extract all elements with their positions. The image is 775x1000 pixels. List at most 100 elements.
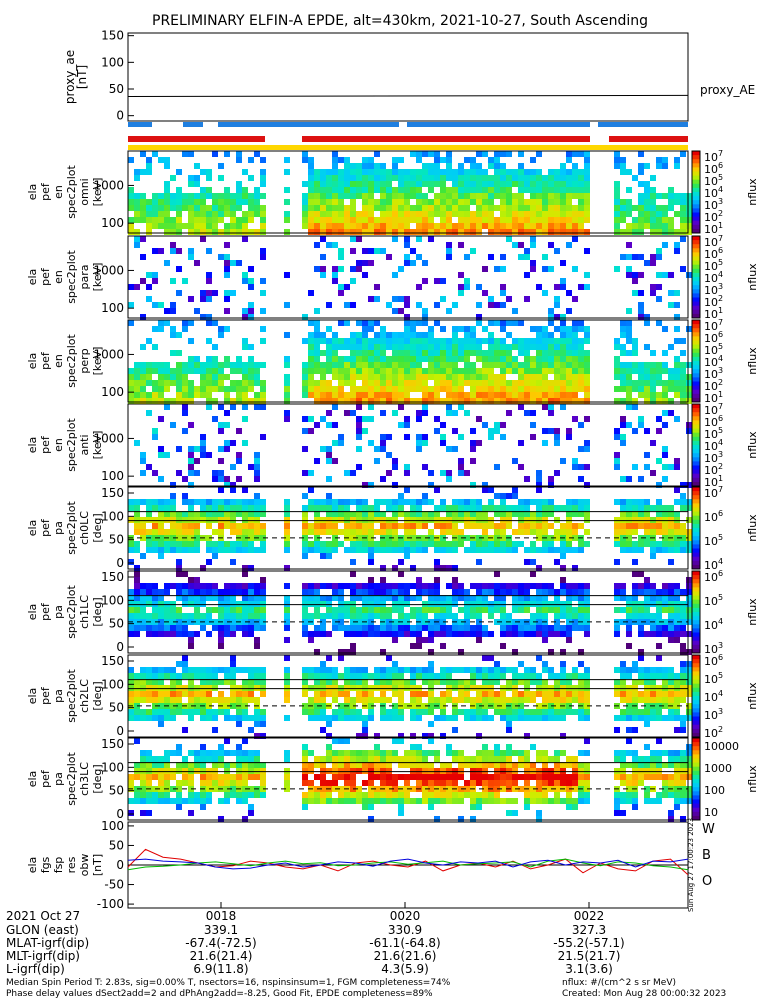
spectrogram-cell	[650, 691, 656, 697]
spectrogram-cell	[644, 217, 650, 223]
spectrogram-cell	[260, 223, 266, 229]
spectrogram-cell	[218, 386, 224, 392]
spectrogram-cell	[230, 223, 236, 229]
spectrogram-cell	[542, 229, 548, 235]
spectrogram-cell	[440, 296, 446, 302]
colorbar-segment	[692, 332, 700, 337]
spectrogram-cell	[260, 679, 266, 685]
spectrogram-cell	[530, 517, 536, 523]
colorbar-segment	[692, 397, 700, 403]
colorbar-segment	[692, 620, 700, 625]
spectrogram-cell	[224, 223, 230, 229]
spectrogram-cell	[248, 607, 254, 613]
spectrogram-cell	[284, 547, 290, 553]
spectrogram-cell	[494, 157, 500, 163]
spectrogram-cell	[680, 673, 686, 679]
spectrogram-cell	[560, 505, 566, 511]
spectrogram-cell	[350, 625, 356, 631]
spectrogram-cell	[524, 667, 530, 673]
spectrogram-cell	[530, 715, 536, 721]
spectrogram-cell	[614, 458, 620, 464]
spectrogram-cell	[374, 685, 380, 691]
spectrogram-cell	[560, 685, 566, 691]
colorbar-label-base: 10	[704, 673, 718, 686]
spectrogram-cell	[404, 380, 410, 386]
spectrogram-cell	[548, 601, 554, 607]
spectrogram-cell	[668, 344, 674, 350]
spectrogram-cell	[140, 193, 146, 199]
spectrogram-cell	[146, 631, 152, 637]
spectrogram-cell	[464, 619, 470, 625]
spectrogram-cell	[578, 649, 584, 655]
spectrogram-cell	[434, 589, 440, 595]
spectrogram-cell	[488, 697, 494, 703]
spectrogram-cell	[470, 595, 476, 601]
spectrogram-cell	[524, 511, 530, 517]
spectrogram-cell	[452, 727, 458, 733]
spectrogram-cell	[452, 175, 458, 181]
spectrogram-cell	[344, 499, 350, 505]
spectrogram-cell	[284, 505, 290, 511]
spectrogram-cell	[566, 398, 572, 404]
spectrogram-cell	[326, 499, 332, 505]
spectrogram-cell	[152, 547, 158, 553]
spectrogram-cell	[302, 589, 308, 595]
spectrogram-cell	[500, 589, 506, 595]
spectrogram-cell	[614, 529, 620, 535]
spectrogram-cell	[176, 266, 182, 272]
spectrogram-cell	[248, 523, 254, 529]
spectrogram-cell	[236, 505, 242, 511]
spectrogram-cell	[308, 428, 314, 434]
spectrogram-cell	[620, 254, 626, 260]
spectrogram-cell	[308, 709, 314, 715]
spectrogram-cell	[260, 583, 266, 589]
spectrogram-cell	[224, 440, 230, 446]
spectrogram-cell	[572, 589, 578, 595]
spectrogram-cell	[650, 667, 656, 673]
spectrogram-ytick-label: 1000	[93, 431, 124, 445]
colorbar-segment	[692, 404, 700, 409]
spectrogram-cell	[410, 175, 416, 181]
spectrogram-ylabel-line: ela	[26, 688, 39, 705]
spectrogram-cell	[686, 583, 692, 589]
spectrogram-cell	[404, 595, 410, 601]
spectrogram-cell	[350, 386, 356, 392]
spectrogram-cell	[314, 175, 320, 181]
spectrogram-cell	[392, 517, 398, 523]
spectrogram-cell	[170, 511, 176, 517]
spectrogram-cell	[434, 487, 440, 493]
colorbar-segment	[692, 236, 700, 241]
spectrogram-cell	[308, 175, 314, 181]
spectrogram-cell	[392, 175, 398, 181]
spectrogram-cell	[452, 446, 458, 452]
spectrogram-cell	[308, 392, 314, 398]
spectrogram-cell	[518, 211, 524, 217]
spectrogram-cell	[410, 217, 416, 223]
colorbar-segment	[692, 477, 700, 483]
spectrogram-cell	[524, 199, 530, 205]
spectrogram-cell	[488, 541, 494, 547]
spectrogram-cell	[326, 386, 332, 392]
spectrogram-cell	[584, 667, 590, 673]
spectrogram-cell	[554, 691, 560, 697]
spectrogram-cell	[626, 211, 632, 217]
spectrogram-cell	[158, 631, 164, 637]
spectrogram-cell	[524, 476, 530, 482]
spectrogram-cell	[158, 320, 164, 326]
spectrogram-cell	[158, 205, 164, 211]
spectrogram-cell	[206, 523, 212, 529]
spectrogram-cell	[332, 404, 338, 410]
spectrogram-cell	[284, 691, 290, 697]
spectrogram-cell	[410, 583, 416, 589]
spectrogram-cell	[242, 631, 248, 637]
spectrogram-cell	[236, 625, 242, 631]
spectrogram-cell	[488, 199, 494, 205]
spectrogram-cell	[368, 631, 374, 637]
spectrogram-cell	[188, 175, 194, 181]
spectrogram-cell	[134, 709, 140, 715]
spectrogram-cell	[218, 816, 224, 822]
spectrogram-cell	[662, 380, 668, 386]
spectrogram-cell	[464, 715, 470, 721]
blue-status-segment	[407, 122, 590, 127]
spectrogram-cell	[578, 362, 584, 368]
